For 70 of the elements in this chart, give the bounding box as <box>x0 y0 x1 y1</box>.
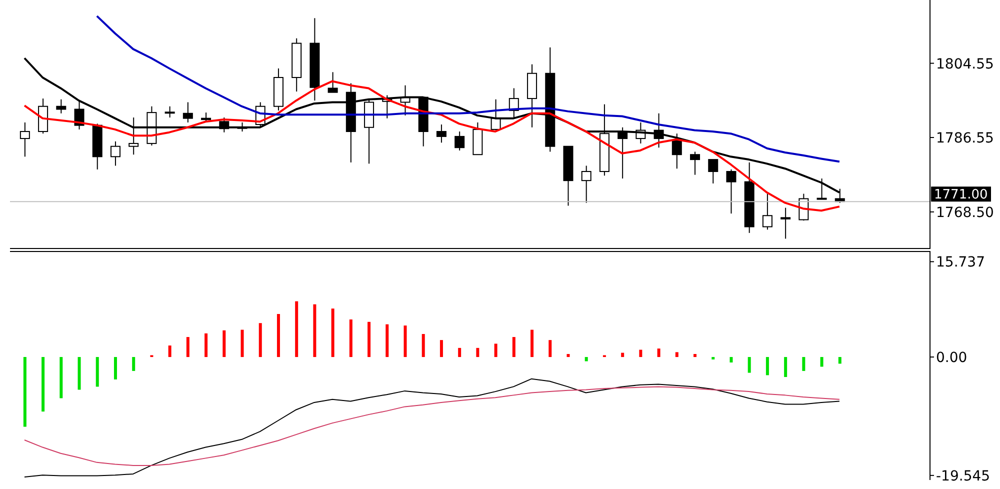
bar <box>404 326 407 358</box>
bar <box>132 357 136 371</box>
bar <box>349 319 352 358</box>
line-series <box>96 15 840 163</box>
bar <box>730 357 733 362</box>
candlestick <box>690 151 700 176</box>
candlestick <box>20 122 30 158</box>
bar <box>168 346 172 358</box>
line-series <box>24 386 840 466</box>
candlestick <box>762 193 772 230</box>
y-tick-label: 1768.50 <box>936 204 994 221</box>
candlestick <box>726 168 736 214</box>
y-tick-label: 1786.55 <box>936 130 994 146</box>
y-tick-label: 15.737 <box>936 254 985 271</box>
candlestick <box>182 102 193 123</box>
bar <box>42 357 45 412</box>
bar <box>60 357 63 398</box>
candlestick <box>581 165 592 204</box>
line-series <box>24 378 840 478</box>
candlestick <box>110 140 120 166</box>
candlestick <box>128 116 139 156</box>
bar <box>766 357 769 376</box>
y-tick-label: -19.545 <box>936 468 990 484</box>
bar <box>368 322 371 358</box>
ref-line-label: 1771.00 <box>934 188 988 203</box>
bar <box>748 357 751 373</box>
bar <box>422 334 425 358</box>
bar <box>114 357 117 380</box>
bar <box>802 357 806 371</box>
bar <box>512 337 516 358</box>
y-tick-label: 1804.55 <box>936 56 994 72</box>
bar <box>440 340 443 358</box>
bar <box>820 357 824 367</box>
candlestick <box>436 124 446 144</box>
bar <box>566 354 570 358</box>
bar <box>530 330 534 358</box>
candlestick <box>708 159 718 184</box>
candlestick <box>618 126 628 180</box>
bar <box>694 354 697 358</box>
bar <box>476 348 480 358</box>
bar <box>584 357 588 362</box>
candlestick <box>164 106 175 118</box>
bar <box>23 357 26 427</box>
bar <box>494 344 498 358</box>
bar <box>295 301 298 358</box>
bar <box>222 330 226 358</box>
bar <box>240 330 244 358</box>
bar <box>621 352 624 358</box>
bar <box>657 348 660 358</box>
bar <box>313 304 316 358</box>
bar <box>276 314 280 358</box>
candlestick <box>672 133 682 170</box>
bar <box>96 357 99 387</box>
bar <box>331 308 334 358</box>
bar <box>838 357 842 364</box>
bar <box>784 357 788 378</box>
bar <box>204 333 208 358</box>
bar <box>186 337 190 358</box>
bar <box>386 324 389 358</box>
bar <box>458 348 462 358</box>
bar <box>675 352 678 358</box>
bar <box>548 340 552 358</box>
y-tick-label: 0.00 <box>936 350 968 366</box>
candlestick <box>56 98 66 114</box>
bar <box>78 357 81 390</box>
candlestick <box>454 131 465 151</box>
bar <box>258 323 262 358</box>
candlestick <box>328 72 338 93</box>
bar <box>639 350 642 358</box>
candlestick <box>780 207 791 240</box>
